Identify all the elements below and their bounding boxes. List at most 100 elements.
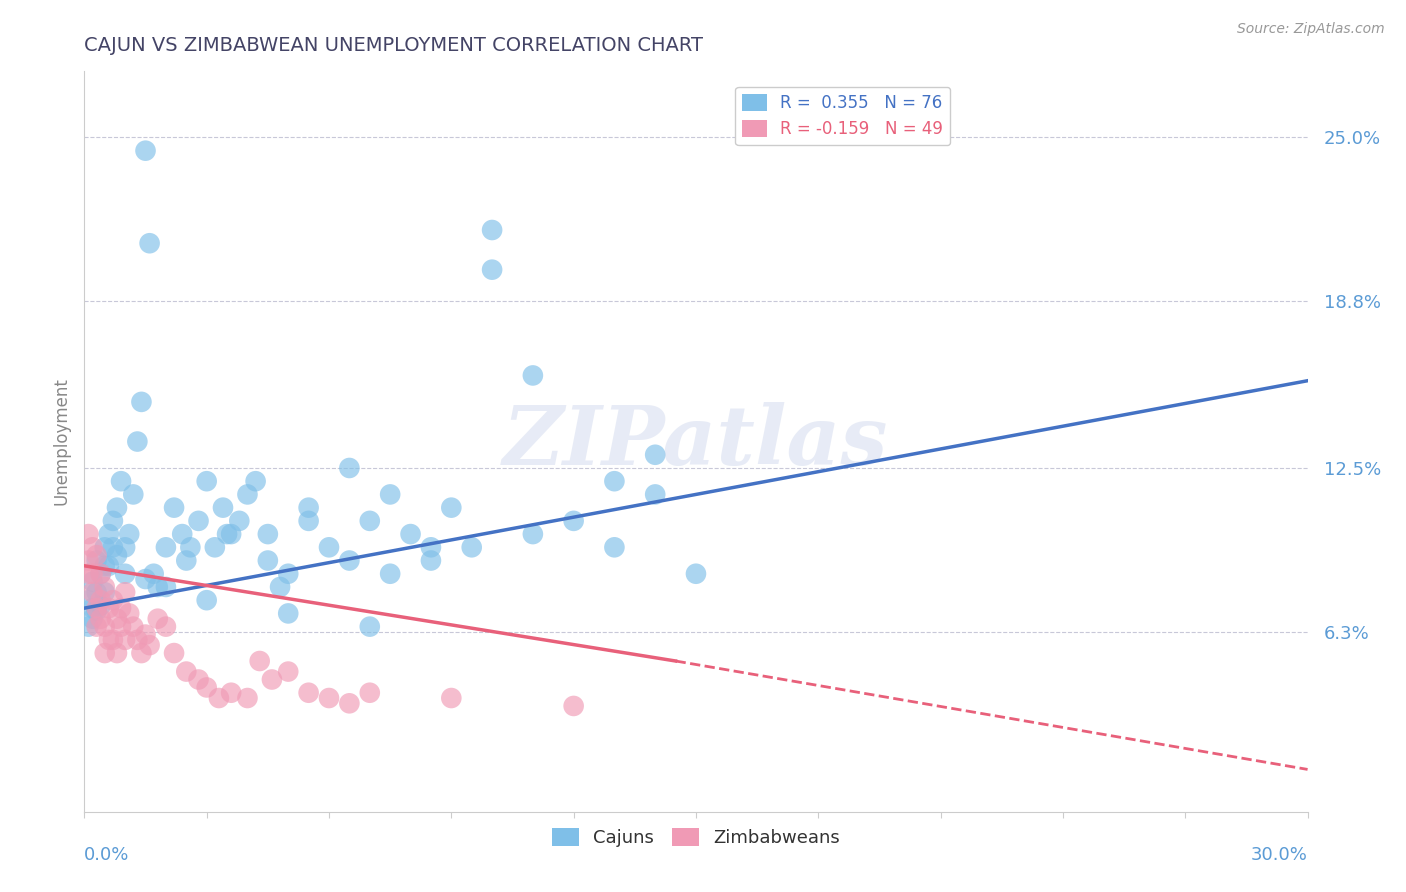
Point (399, 527, 422, 541)
Point (131, 646, 153, 660)
Point (97, 558, 120, 573)
Point (155, 620, 177, 634)
Point (135, 572, 157, 586)
Point (77, 527, 100, 541)
Text: Source: ZipAtlas.com: Source: ZipAtlas.com (1237, 22, 1385, 37)
Point (420, 541, 443, 555)
Text: 30.0%: 30.0% (1251, 847, 1308, 864)
Point (380, 566, 402, 581)
Point (195, 593, 218, 607)
Point (228, 514, 250, 528)
Point (93, 585, 115, 599)
Point (93, 620, 115, 634)
Point (105, 646, 128, 660)
Point (174, 553, 197, 567)
Point (685, 566, 707, 581)
Point (110, 601, 132, 615)
Text: 0.0%: 0.0% (84, 847, 129, 864)
Point (174, 665, 197, 679)
Point (86, 553, 108, 567)
Point (93, 646, 115, 660)
Point (339, 461, 361, 475)
Point (82, 585, 104, 599)
Point (142, 566, 165, 581)
Point (82, 601, 104, 615)
Point (172, 527, 194, 541)
Point (90, 593, 112, 607)
Point (298, 686, 321, 700)
Point (101, 541, 124, 555)
Point (82, 566, 104, 581)
Y-axis label: Unemployment: Unemployment (52, 377, 70, 506)
Point (236, 691, 259, 706)
Point (522, 368, 544, 383)
Point (90, 599, 112, 613)
Point (603, 541, 626, 555)
Point (481, 223, 503, 237)
Point (114, 566, 136, 581)
Point (97, 632, 120, 647)
Point (122, 620, 145, 634)
Point (82, 574, 104, 589)
Point (644, 487, 666, 501)
Point (101, 632, 124, 647)
Point (97, 601, 120, 615)
Point (562, 698, 585, 713)
Point (114, 541, 136, 555)
Point (82, 541, 104, 555)
Point (163, 500, 186, 515)
Point (135, 627, 157, 641)
Point (204, 541, 226, 555)
Text: ZIPatlas: ZIPatlas (503, 401, 889, 482)
Point (101, 593, 124, 607)
Point (440, 691, 463, 706)
Point (127, 632, 149, 647)
Point (440, 500, 463, 515)
Point (122, 487, 145, 501)
Point (146, 612, 169, 626)
Point (77, 620, 100, 634)
Point (86, 548, 108, 562)
Point (257, 553, 280, 567)
Point (86, 620, 108, 634)
Point (277, 665, 299, 679)
Point (359, 686, 381, 700)
Point (644, 448, 666, 462)
Point (97, 527, 120, 541)
Point (82, 612, 104, 626)
Point (420, 553, 443, 567)
Point (90, 566, 112, 581)
Point (105, 500, 128, 515)
Point (138, 236, 160, 251)
Point (249, 654, 271, 668)
Point (118, 607, 141, 621)
Point (90, 612, 112, 626)
Point (461, 541, 484, 555)
Point (86, 585, 108, 599)
Point (135, 144, 157, 158)
Point (562, 514, 585, 528)
Point (93, 580, 115, 594)
Point (318, 691, 340, 706)
Point (359, 620, 381, 634)
Point (77, 566, 100, 581)
Point (195, 681, 218, 695)
Point (155, 580, 177, 594)
Point (86, 604, 108, 618)
Text: CAJUN VS ZIMBABWEAN UNEMPLOYMENT CORRELATION CHART: CAJUN VS ZIMBABWEAN UNEMPLOYMENT CORRELA… (84, 36, 703, 54)
Point (277, 566, 299, 581)
Point (208, 691, 231, 706)
Legend: Cajuns, Zimbabweans: Cajuns, Zimbabweans (544, 821, 848, 855)
Point (219, 686, 242, 700)
Point (481, 262, 503, 277)
Point (217, 527, 239, 541)
Point (90, 566, 112, 581)
Point (155, 541, 177, 555)
Point (318, 541, 340, 555)
Point (380, 487, 402, 501)
Point (131, 395, 153, 409)
Point (146, 580, 169, 594)
Point (101, 514, 124, 528)
Point (298, 500, 321, 515)
Point (163, 646, 186, 660)
